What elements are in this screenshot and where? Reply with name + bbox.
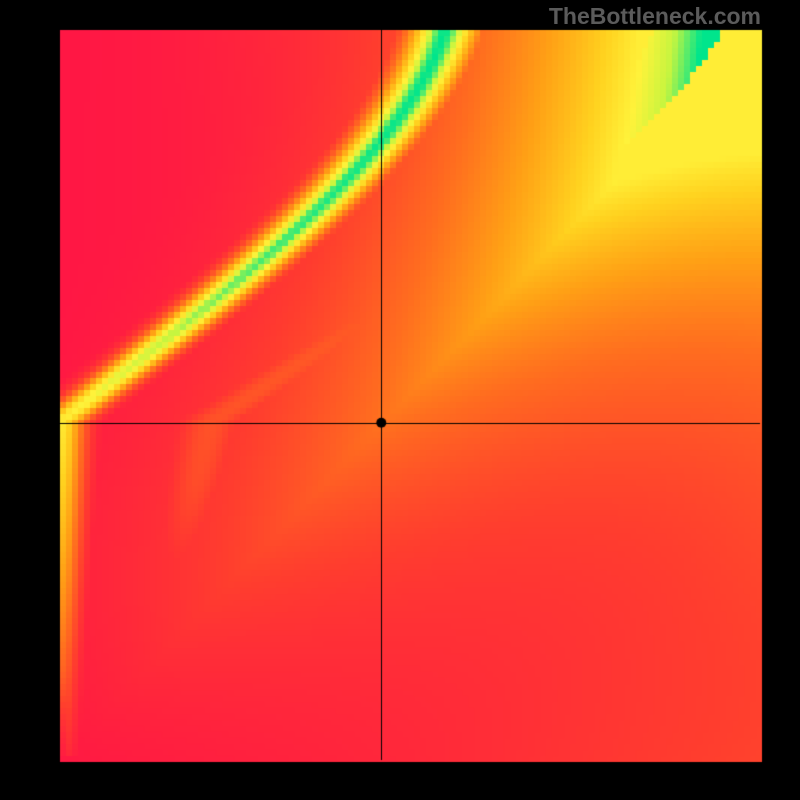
chart-container: TheBottleneck.com [0,0,800,800]
heatmap-canvas [0,0,800,800]
attribution-label: TheBottleneck.com [549,3,761,30]
